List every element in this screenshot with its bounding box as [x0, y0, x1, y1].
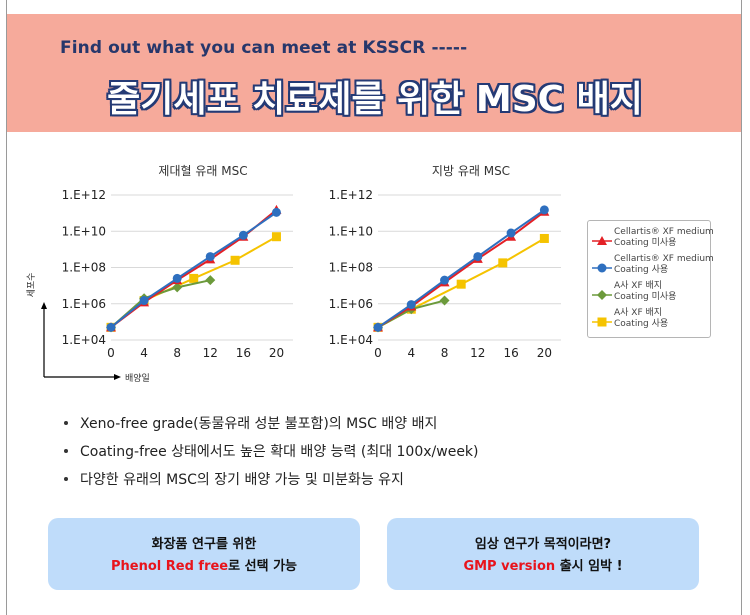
legend-item: A사 XF 배지 Coating 미사용: [588, 281, 712, 307]
clinical-info-box: 임상 연구가 목적이라면? GMP version 출시 임박 !: [387, 518, 699, 590]
box-rest: 출시 임박 !: [555, 559, 623, 574]
cosmetics-info-box: 화장품 연구를 위한 Phenol Red free로 선택 가능: [48, 518, 360, 590]
box-line2: GMP version 출시 임박 !: [387, 556, 699, 578]
banner-subtitle: Find out what you can meet at KSSCR ----…: [60, 38, 468, 58]
legend-symbol: [592, 290, 612, 300]
legend-item: A사 XF 배지 Coating 사용: [588, 308, 712, 334]
feature-item: Coating-free 상태에서도 높은 확대 배양 능력 (최대 100x/…: [62, 441, 479, 469]
box-highlight: Phenol Red free: [111, 559, 229, 574]
box-line2: Phenol Red free로 선택 가능: [48, 556, 360, 578]
legend-text: A사 XF 배지 Coating 사용: [614, 308, 668, 330]
banner-title: 줄기세포 치료제를 위한 MSC 배지: [107, 79, 643, 120]
legend-symbol: [592, 236, 612, 245]
legend-line1: A사 XF 배지: [614, 308, 663, 318]
box-line1: 임상 연구가 목적이라면?: [474, 537, 612, 552]
box-rest: 로 선택 가능: [228, 559, 297, 574]
legend-line2: Coating 사용: [614, 319, 669, 329]
legend-text: Cellartis® XF medium Coating 사용: [614, 254, 714, 276]
legend-marker: [597, 236, 607, 245]
box-line1: 화장품 연구를 위한: [151, 537, 257, 552]
legend-line2: Coating 미사용: [614, 292, 677, 302]
legend-marker: [597, 290, 607, 300]
legend-line1: Cellartis® XF medium: [614, 227, 714, 237]
legend-text: A사 XF 배지 Coating 미사용: [614, 281, 676, 303]
legend-item: Cellartis® XF medium Coating 미사용: [588, 227, 714, 253]
page-frame: [6, 0, 742, 615]
legend-line1: Cellartis® XF medium: [614, 254, 714, 264]
legend-symbol: [592, 317, 612, 327]
legend: Cellartis® XF medium Coating 미사용 Cellartis…: [587, 220, 714, 338]
legend-item: Cellartis® XF medium Coating 사용: [588, 254, 714, 280]
legend-text: Cellartis® XF medium Coating 미사용: [614, 227, 714, 249]
chart-title-cord-blood: 제대혈 유래 MSC: [158, 164, 248, 178]
legend-line2: Coating 사용: [614, 265, 669, 275]
chart-title-adipose: 지방 유래 MSC: [431, 164, 511, 178]
box-highlight: GMP version: [463, 559, 556, 574]
feature-item: 다양한 유래의 MSC의 장기 배양 가능 및 미분화능 유지: [62, 469, 479, 497]
legend-marker: [597, 263, 607, 273]
legend-marker: [597, 317, 607, 327]
feature-item: Xeno-free grade(동물유래 성분 불포함)의 MSC 배양 배지: [62, 413, 479, 441]
feature-list: Xeno-free grade(동물유래 성분 불포함)의 MSC 배양 배지 …: [62, 413, 479, 497]
legend-line2: Coating 미사용: [614, 238, 677, 248]
legend-line1: A사 XF 배지: [614, 281, 663, 291]
header-banner: [7, 14, 741, 132]
legend-symbol: [592, 263, 612, 273]
